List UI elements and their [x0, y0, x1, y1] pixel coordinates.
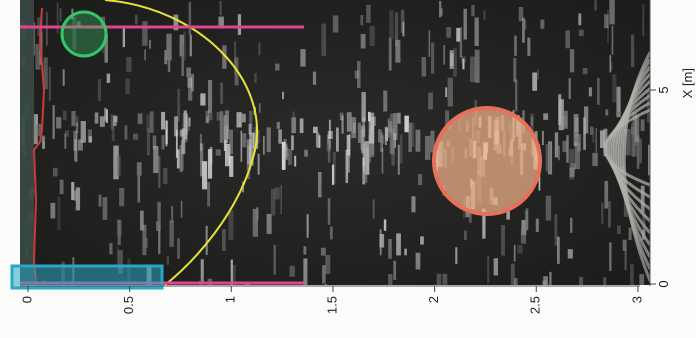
hyperbola-curve — [104, 0, 258, 285]
x-tick-label: 0 — [656, 280, 671, 287]
x-tick-label: 5 — [656, 86, 671, 93]
depth-tick-label: 0.5 — [121, 296, 136, 314]
green-anomaly-circle — [60, 10, 108, 58]
surface-trace — [32, 7, 46, 285]
surface-band — [20, 0, 34, 285]
depth-tick-label: 2.5 — [528, 296, 543, 314]
vignette — [20, 0, 650, 285]
x-axis-title: X [m] — [680, 68, 695, 98]
depth-tick-label: 2 — [426, 296, 441, 303]
depth-tick-label: 1 — [223, 296, 238, 303]
depth-tick-label: 3 — [629, 296, 644, 303]
depth-tick-label: 0 — [19, 296, 34, 303]
x-axis: 05 — [650, 86, 671, 288]
orange-anomaly-circle — [432, 106, 542, 216]
depth-tick-label: 1.5 — [324, 296, 339, 314]
depth-axis: 0 0.5 1 1.5 2 2.5 3 — [19, 286, 644, 314]
plot-area — [20, 0, 650, 285]
cyan-highlight-box — [10, 264, 164, 290]
